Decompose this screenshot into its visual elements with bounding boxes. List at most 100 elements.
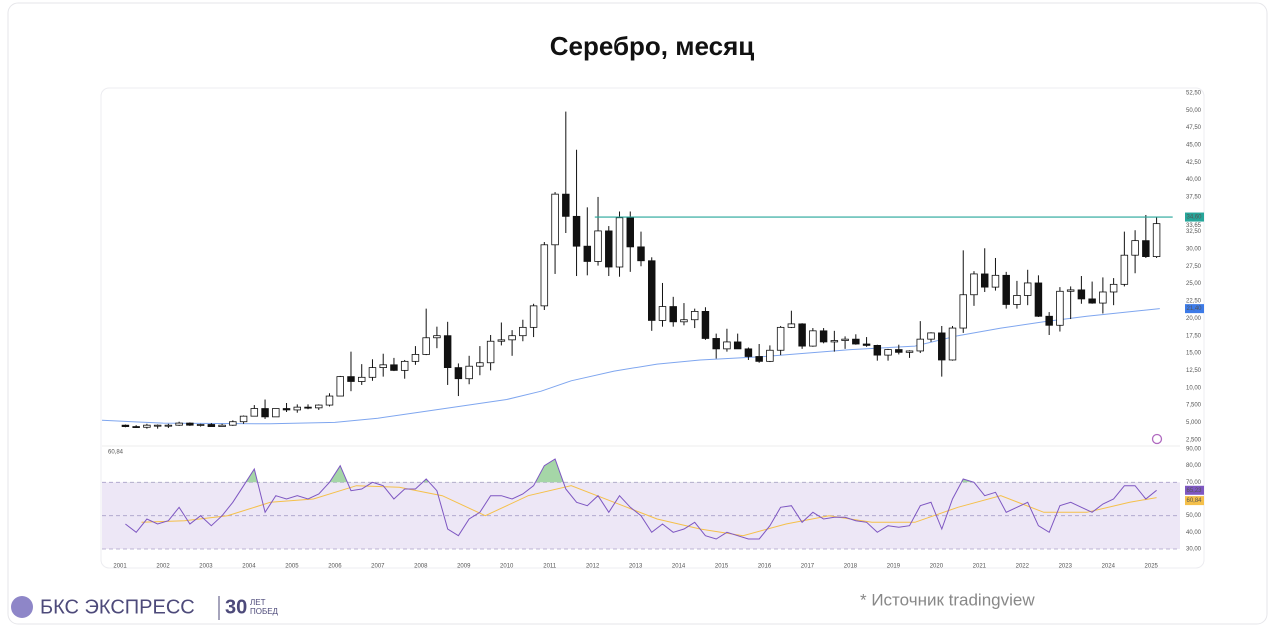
candle-body	[121, 424, 130, 427]
candle-body	[970, 273, 978, 296]
candle-body	[980, 273, 989, 288]
value-tag-label: 34,60	[1187, 215, 1203, 221]
x-tick-label: 2016	[758, 564, 772, 570]
x-tick-label: 2025	[1145, 564, 1159, 570]
logo-years: 30	[225, 596, 247, 618]
candle-body	[562, 193, 570, 217]
candle-body	[422, 337, 430, 355]
y-tick-label: 52,50	[1186, 90, 1202, 96]
candle-body	[1045, 315, 1053, 326]
rsi-ma-value: 60,84	[108, 450, 124, 456]
value-tag	[1185, 212, 1204, 222]
candle-body	[433, 335, 441, 339]
candle-body	[927, 332, 935, 340]
x-tick-label: 2021	[973, 564, 987, 570]
candle-body	[282, 408, 291, 411]
y-tick-label: 5,000	[1186, 420, 1202, 426]
candle-body	[766, 349, 774, 362]
candle-body	[862, 343, 871, 346]
candle-body	[336, 376, 344, 397]
y-tick-label: 17,50	[1186, 333, 1202, 339]
y-tick-label: 2,500	[1186, 437, 1202, 443]
x-tick-label: 2002	[156, 564, 170, 570]
candle-body	[648, 260, 656, 321]
y-tick-label: 80,00	[1186, 463, 1202, 469]
candle-body	[1109, 283, 1118, 293]
candle-body	[615, 217, 624, 268]
value-tag-label: 65,23	[1187, 488, 1203, 494]
brand: БКС ЭКСПРЕСС	[40, 596, 195, 618]
x-tick-label: 2010	[500, 564, 514, 570]
candle-body	[486, 340, 495, 364]
candle-body	[852, 338, 860, 345]
y-tick-label: 45,00	[1186, 142, 1202, 148]
y-tick-label: 25,00	[1186, 281, 1202, 287]
y-tick-label: 12,50	[1186, 368, 1202, 374]
candle-body	[819, 330, 828, 343]
candle-body	[669, 306, 677, 323]
candle-body	[594, 230, 602, 262]
x-tick-label: 2007	[371, 564, 385, 570]
x-tick-label: 2023	[1059, 564, 1073, 570]
candle-body	[239, 415, 248, 423]
candle-body	[948, 327, 957, 361]
candle-body	[841, 338, 849, 341]
y-tick-label: 50,00	[1186, 513, 1202, 519]
candle-body	[164, 424, 173, 427]
candle-body	[1013, 295, 1021, 305]
y-tick-label: 37,50	[1186, 195, 1202, 201]
candle-body	[476, 362, 484, 367]
y-tick-label: 10,00	[1186, 385, 1202, 391]
candle-body	[1056, 290, 1064, 326]
candle-body	[884, 349, 892, 356]
candle-body	[1077, 289, 1086, 300]
y-tick-label: 50,00	[1186, 108, 1202, 114]
icon	[1151, 433, 1163, 445]
y-tick-label: 40,00	[1186, 177, 1202, 183]
y-tick-label: 7,500	[1186, 403, 1202, 409]
y-tick-label: 32,50	[1186, 229, 1202, 235]
candle-body	[390, 364, 398, 371]
candle-body	[218, 424, 226, 427]
x-tick-label: 2020	[930, 564, 944, 570]
chart-title: Серебро, месяц	[550, 31, 754, 61]
candle-body	[508, 335, 516, 341]
candle-body	[1066, 289, 1075, 292]
candle-body	[798, 323, 806, 347]
candle-body	[690, 311, 699, 321]
x-tick-label: 2001	[113, 564, 127, 570]
candle-body	[443, 335, 452, 369]
x-tick-label: 2008	[414, 564, 428, 570]
x-tick-label: 2006	[328, 564, 342, 570]
logo-word: ПОБЕД	[250, 607, 279, 616]
candle-body	[1002, 274, 1010, 305]
candle-body	[712, 338, 720, 350]
value-tag	[1185, 496, 1204, 506]
candle-body	[368, 367, 377, 378]
candle-body	[583, 245, 592, 262]
moving-average	[101, 308, 1160, 425]
value-tag-label: 60,84	[1187, 498, 1203, 504]
candle-body	[605, 230, 613, 268]
candle-body	[304, 406, 312, 409]
candle-body	[465, 365, 473, 380]
plot: 2,500 5,000 7,500 10,00 12,50 15,00 17,50 20,00…	[101, 90, 1204, 570]
candle-body	[196, 424, 205, 426]
candle-body	[1034, 282, 1043, 317]
y-tick-label: 27,50	[1186, 264, 1202, 270]
candle-body	[411, 354, 420, 362]
candle-body	[325, 395, 334, 406]
value-tag	[1185, 304, 1204, 314]
candle-body	[186, 422, 194, 426]
candle-body	[175, 422, 183, 426]
candle-body	[723, 341, 731, 350]
candle-body	[572, 215, 581, 247]
x-tick-label: 2005	[285, 564, 299, 570]
candle-body	[873, 344, 882, 356]
y-tick-label: 30,00	[1186, 547, 1202, 553]
y-tick-label: 90,00	[1186, 447, 1202, 453]
candle-body	[250, 408, 259, 417]
candle-body	[1023, 282, 1032, 296]
candle-body	[1099, 291, 1107, 304]
